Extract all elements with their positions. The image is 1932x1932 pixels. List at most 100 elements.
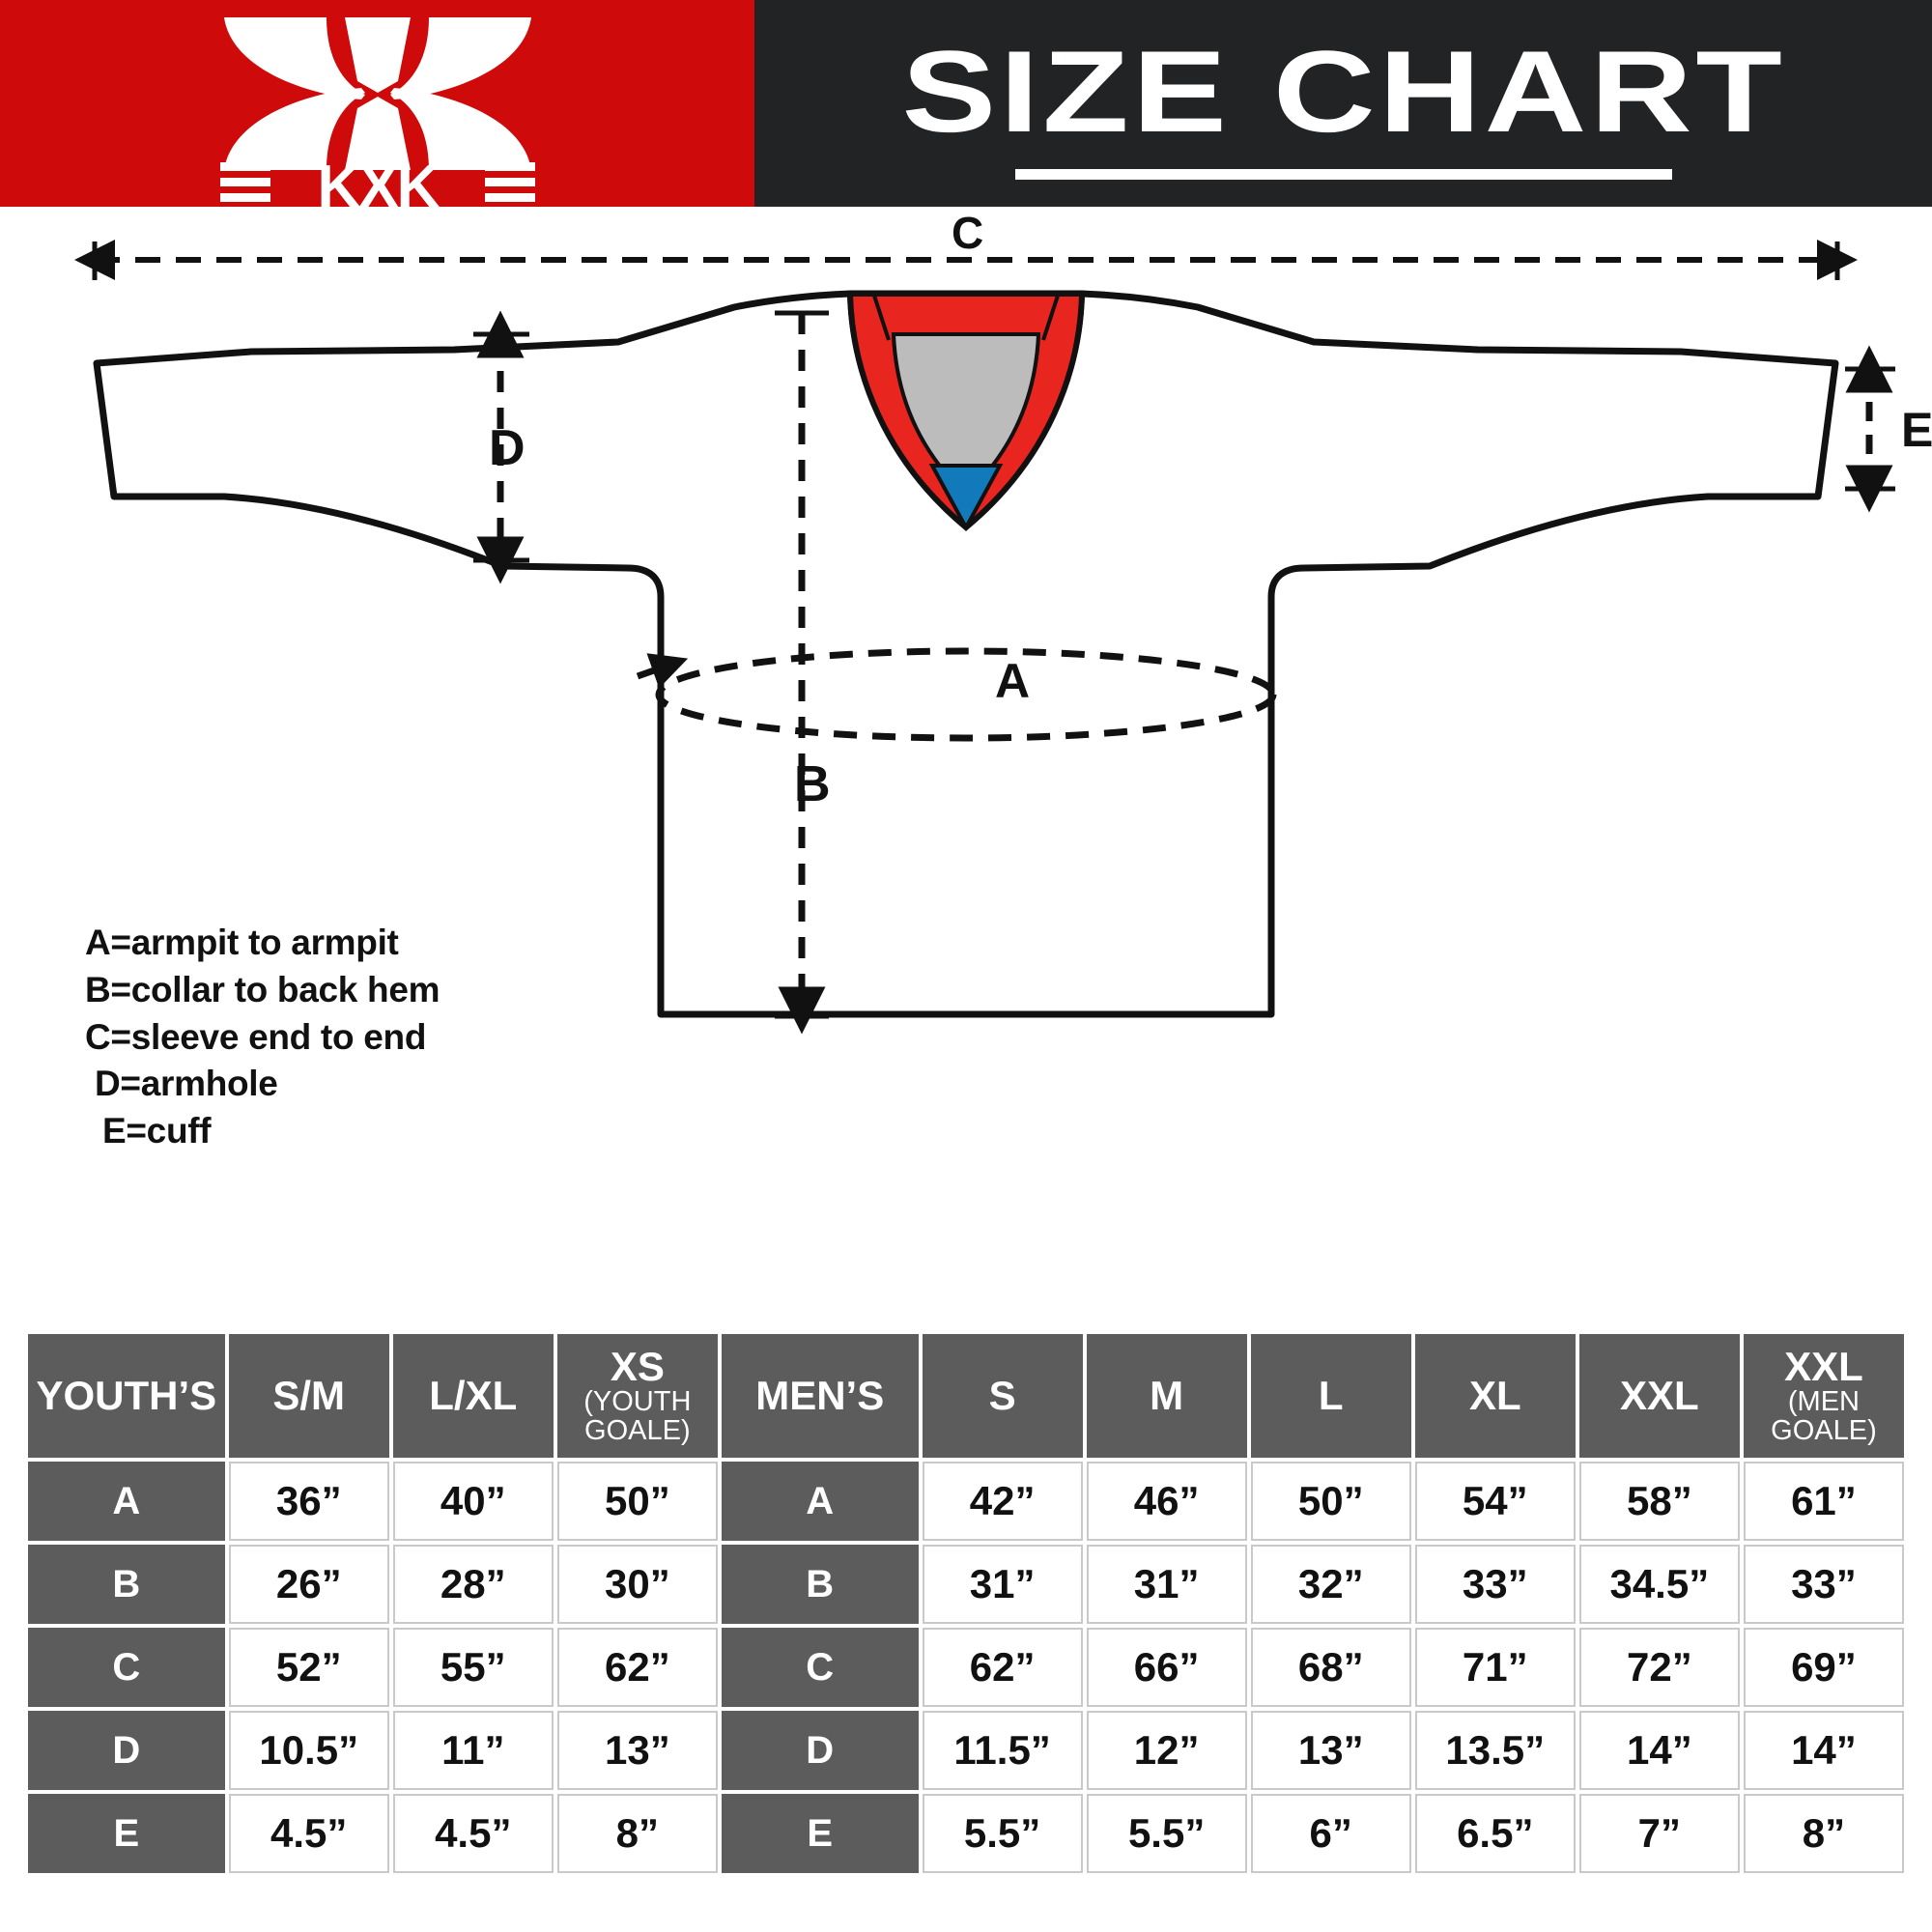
cell-men-e-l: 6” [1250,1794,1411,1873]
cell-youth-c-sm: 52” [228,1628,389,1707]
cell-men-d-m: 12” [1086,1711,1247,1790]
table-row: D 10.5” 11” 13” D 11.5” 12” 13” 13.5” 14… [28,1711,1904,1790]
header-youth-xs-label: XS [610,1343,665,1389]
cell-men-b-xl: 33” [1414,1545,1576,1624]
cell-men-a-s: 42” [922,1462,1083,1541]
collar-group [846,291,1086,532]
row-label-men-d: D [721,1711,919,1790]
header-youth-lxl-label: L/XL [429,1373,518,1418]
dimension-label-a: A [995,654,1031,708]
dimension-d-line [473,310,529,584]
table-row: E 4.5” 4.5” 8” E 5.5” 5.5” 6” 6.5” 7” 8” [28,1794,1904,1873]
kxk-wordmark-icon: KXK [219,156,535,216]
dimension-label-b: B [794,756,831,812]
legend-line-a: A=armpit to armpit [85,923,399,962]
cell-men-a-xl: 54” [1414,1462,1576,1541]
cell-youth-a-sm: 36” [228,1462,389,1541]
cell-men-b-xxlg: 33” [1743,1545,1904,1624]
row-label-youth-a: A [28,1462,225,1541]
cell-youth-b-xs: 30” [556,1545,718,1624]
measurement-legend: A=armpit to armpit B=collar to back hem … [85,920,440,1155]
row-label-youth-c: C [28,1628,225,1707]
cell-men-b-s: 31” [922,1545,1083,1624]
dimension-label-d: D [489,420,526,476]
header-youth-xs-sub: (YOUTH GOALE) [583,1385,692,1446]
cell-men-d-xxlg: 14” [1743,1711,1904,1790]
title-underline [1014,168,1672,180]
cell-men-d-l: 13” [1250,1711,1411,1790]
cell-men-a-xxl: 58” [1578,1462,1740,1541]
collar-accent-blue [928,464,1004,532]
dimension-e-line [1845,345,1895,513]
header-bar: KXK SIZE CHART [0,0,1932,216]
header-men-s: S [922,1334,1083,1458]
cell-youth-e-xs: 8” [556,1794,718,1873]
table-row: A 36” 40” 50” A 42” 46” 50” 54” 58” 61” [28,1462,1904,1541]
row-label-youth-b: B [28,1545,225,1624]
row-label-men-c: C [721,1628,919,1707]
cell-men-a-m: 46” [1086,1462,1247,1541]
header-mens: MEN’S [721,1334,919,1458]
cell-men-e-m: 5.5” [1086,1794,1247,1873]
header-men-xl: XL [1414,1334,1576,1458]
cell-men-d-xl: 13.5” [1414,1711,1576,1790]
header-youths-label: YOUTH’S [36,1373,217,1418]
legend-line-c: C=sleeve end to end [85,1016,427,1057]
cell-men-e-xxlg: 8” [1743,1794,1904,1873]
header-men-xxl-goalie-sub: (MEN GOALE) [1771,1385,1877,1446]
row-label-men-b: B [721,1545,919,1624]
dimension-label-e: E [1901,403,1932,457]
row-label-youth-e: E [28,1794,225,1873]
table-row: B 26” 28” 30” B 31” 31” 32” 33” 34.5” 33… [28,1545,1904,1624]
header-men-m-label: M [1150,1373,1184,1418]
dimension-a-ellipse [636,647,1277,742]
size-table-wrapper: YOUTH’S S/M L/XL XS (YOUTH GOALE) MEN’S [24,1330,1908,1877]
row-label-men-e: E [721,1794,919,1873]
cell-youth-b-sm: 26” [228,1545,389,1624]
kxk-logo-icon: KXK [218,12,537,216]
cell-youth-c-lxl: 55” [392,1628,554,1707]
dimension-c-line [74,240,1858,280]
header-men-xxl-label: XXL [1620,1373,1699,1418]
table-header-row: YOUTH’S S/M L/XL XS (YOUTH GOALE) MEN’S [28,1334,1904,1458]
cell-youth-a-xs: 50” [556,1462,718,1541]
cell-men-c-s: 62” [922,1628,1083,1707]
brand-panel: KXK [0,0,754,216]
cell-youth-c-xs: 62” [556,1628,718,1707]
dimension-b-line [775,310,829,1035]
row-label-youth-d: D [28,1711,225,1790]
jersey-diagram: C D E B A [0,207,1932,1308]
cell-men-c-xxlg: 69” [1743,1628,1904,1707]
cell-men-b-xxl: 34.5” [1578,1545,1740,1624]
size-table: YOUTH’S S/M L/XL XS (YOUTH GOALE) MEN’S [24,1330,1908,1877]
legend-line-e: E=cuff [102,1111,212,1151]
dimension-label-c: C [952,208,984,258]
row-label-men-a: A [721,1462,919,1541]
cell-youth-d-sm: 10.5” [228,1711,389,1790]
cell-youth-a-lxl: 40” [392,1462,554,1541]
cell-men-e-xxl: 7” [1578,1794,1740,1873]
cell-men-c-l: 68” [1250,1628,1411,1707]
cell-men-c-xxl: 72” [1578,1628,1740,1707]
cell-youth-b-lxl: 28” [392,1545,554,1624]
header-men-xl-label: XL [1468,1373,1521,1418]
svg-text:KXK: KXK [317,156,440,216]
page-title: SIZE CHART [901,26,1785,156]
cell-youth-e-lxl: 4.5” [392,1794,554,1873]
header-youth-sm: S/M [228,1334,389,1458]
table-row: C 52” 55” 62” C 62” 66” 68” 71” 72” 69” [28,1628,1904,1707]
header-youth-xs-goalie: XS (YOUTH GOALE) [556,1334,718,1458]
header-men-s-label: S [988,1373,1016,1418]
cell-men-e-s: 5.5” [922,1794,1083,1873]
cell-men-a-l: 50” [1250,1462,1411,1541]
cell-men-d-xxl: 14” [1578,1711,1740,1790]
header-youths: YOUTH’S [28,1334,225,1458]
title-panel: SIZE CHART [754,0,1932,207]
header-men-xxl: XXL [1578,1334,1740,1458]
header-mens-label: MEN’S [755,1373,885,1418]
header-youth-sm-label: S/M [272,1373,346,1418]
cell-men-d-s: 11.5” [922,1711,1083,1790]
cell-men-b-l: 32” [1250,1545,1411,1624]
header-men-xxl-goalie: XXL (MEN GOALE) [1743,1334,1904,1458]
